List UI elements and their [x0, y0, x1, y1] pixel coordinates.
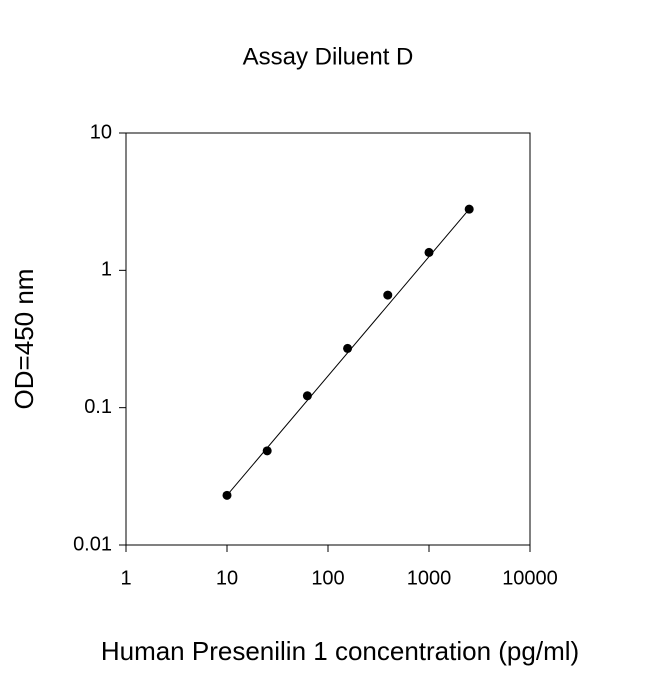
y-tick-label: 0.01	[73, 533, 112, 555]
data-point	[424, 247, 434, 257]
x-axis-label: Human Presenilin 1 concentration (pg/ml)	[101, 636, 579, 666]
data-point	[383, 290, 393, 300]
data-point	[302, 391, 312, 401]
y-tick-label: 0.1	[84, 396, 112, 418]
y-tick-label: 1	[101, 259, 112, 281]
data-point	[222, 490, 232, 500]
plot-frame	[125, 132, 531, 546]
x-tick-label: 10000	[502, 567, 558, 589]
data-point	[464, 204, 474, 214]
data-point	[262, 446, 272, 456]
y-axis-label: OD=450 nm	[9, 269, 39, 410]
data-point	[343, 343, 353, 353]
chart-title: Assay Diluent D	[243, 43, 414, 70]
x-tick-label: 1	[120, 567, 131, 589]
x-tick-label: 10	[216, 567, 238, 589]
x-tick-label: 100	[311, 567, 344, 589]
x-tick-label: 1000	[407, 567, 452, 589]
y-tick-label: 10	[90, 121, 112, 143]
